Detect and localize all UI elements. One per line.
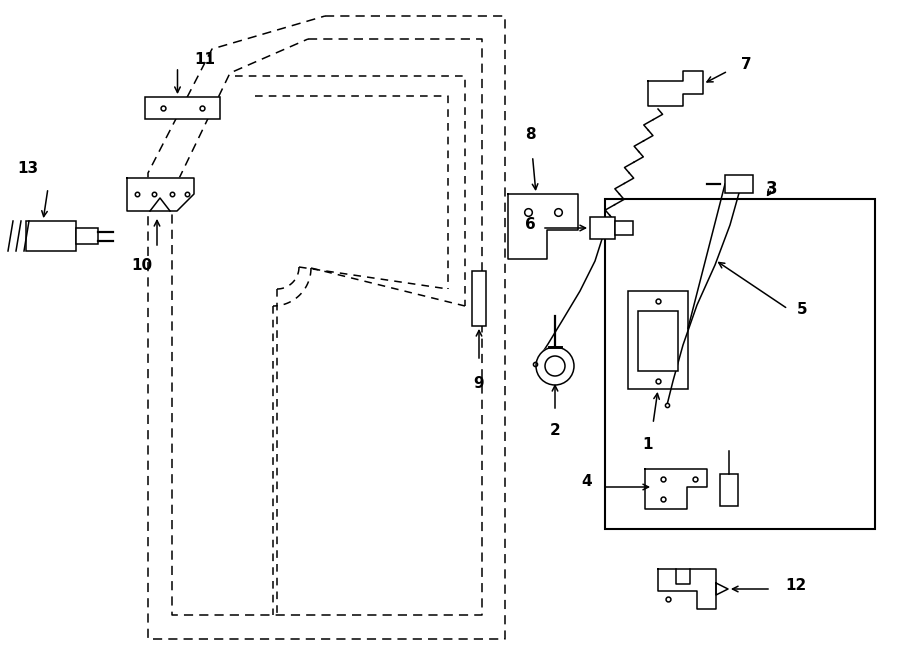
Polygon shape — [127, 178, 194, 211]
Bar — [615, 221, 633, 235]
Bar — [605, 199, 875, 529]
Text: 13: 13 — [17, 161, 39, 176]
Circle shape — [536, 347, 574, 385]
Text: 2: 2 — [550, 423, 561, 438]
Text: 12: 12 — [786, 578, 806, 592]
Text: 8: 8 — [525, 127, 535, 142]
Text: 11: 11 — [194, 52, 215, 67]
Text: 10: 10 — [131, 258, 153, 273]
Polygon shape — [645, 469, 707, 509]
Bar — [725, 175, 753, 193]
Text: 3: 3 — [766, 180, 778, 198]
Text: 4: 4 — [581, 473, 592, 488]
Bar — [628, 291, 688, 389]
Bar — [145, 97, 220, 119]
Text: 6: 6 — [525, 217, 535, 231]
Polygon shape — [508, 194, 578, 259]
Circle shape — [545, 356, 565, 376]
Bar — [472, 271, 486, 326]
Text: 1: 1 — [643, 437, 653, 452]
Text: 5: 5 — [796, 301, 807, 317]
Polygon shape — [658, 569, 716, 609]
Text: 7: 7 — [741, 56, 751, 71]
Bar — [76, 228, 98, 244]
Bar — [638, 311, 678, 371]
Bar — [590, 217, 615, 239]
Bar — [720, 474, 738, 506]
Polygon shape — [648, 71, 703, 106]
Bar — [26, 221, 76, 251]
Text: 9: 9 — [473, 376, 484, 391]
